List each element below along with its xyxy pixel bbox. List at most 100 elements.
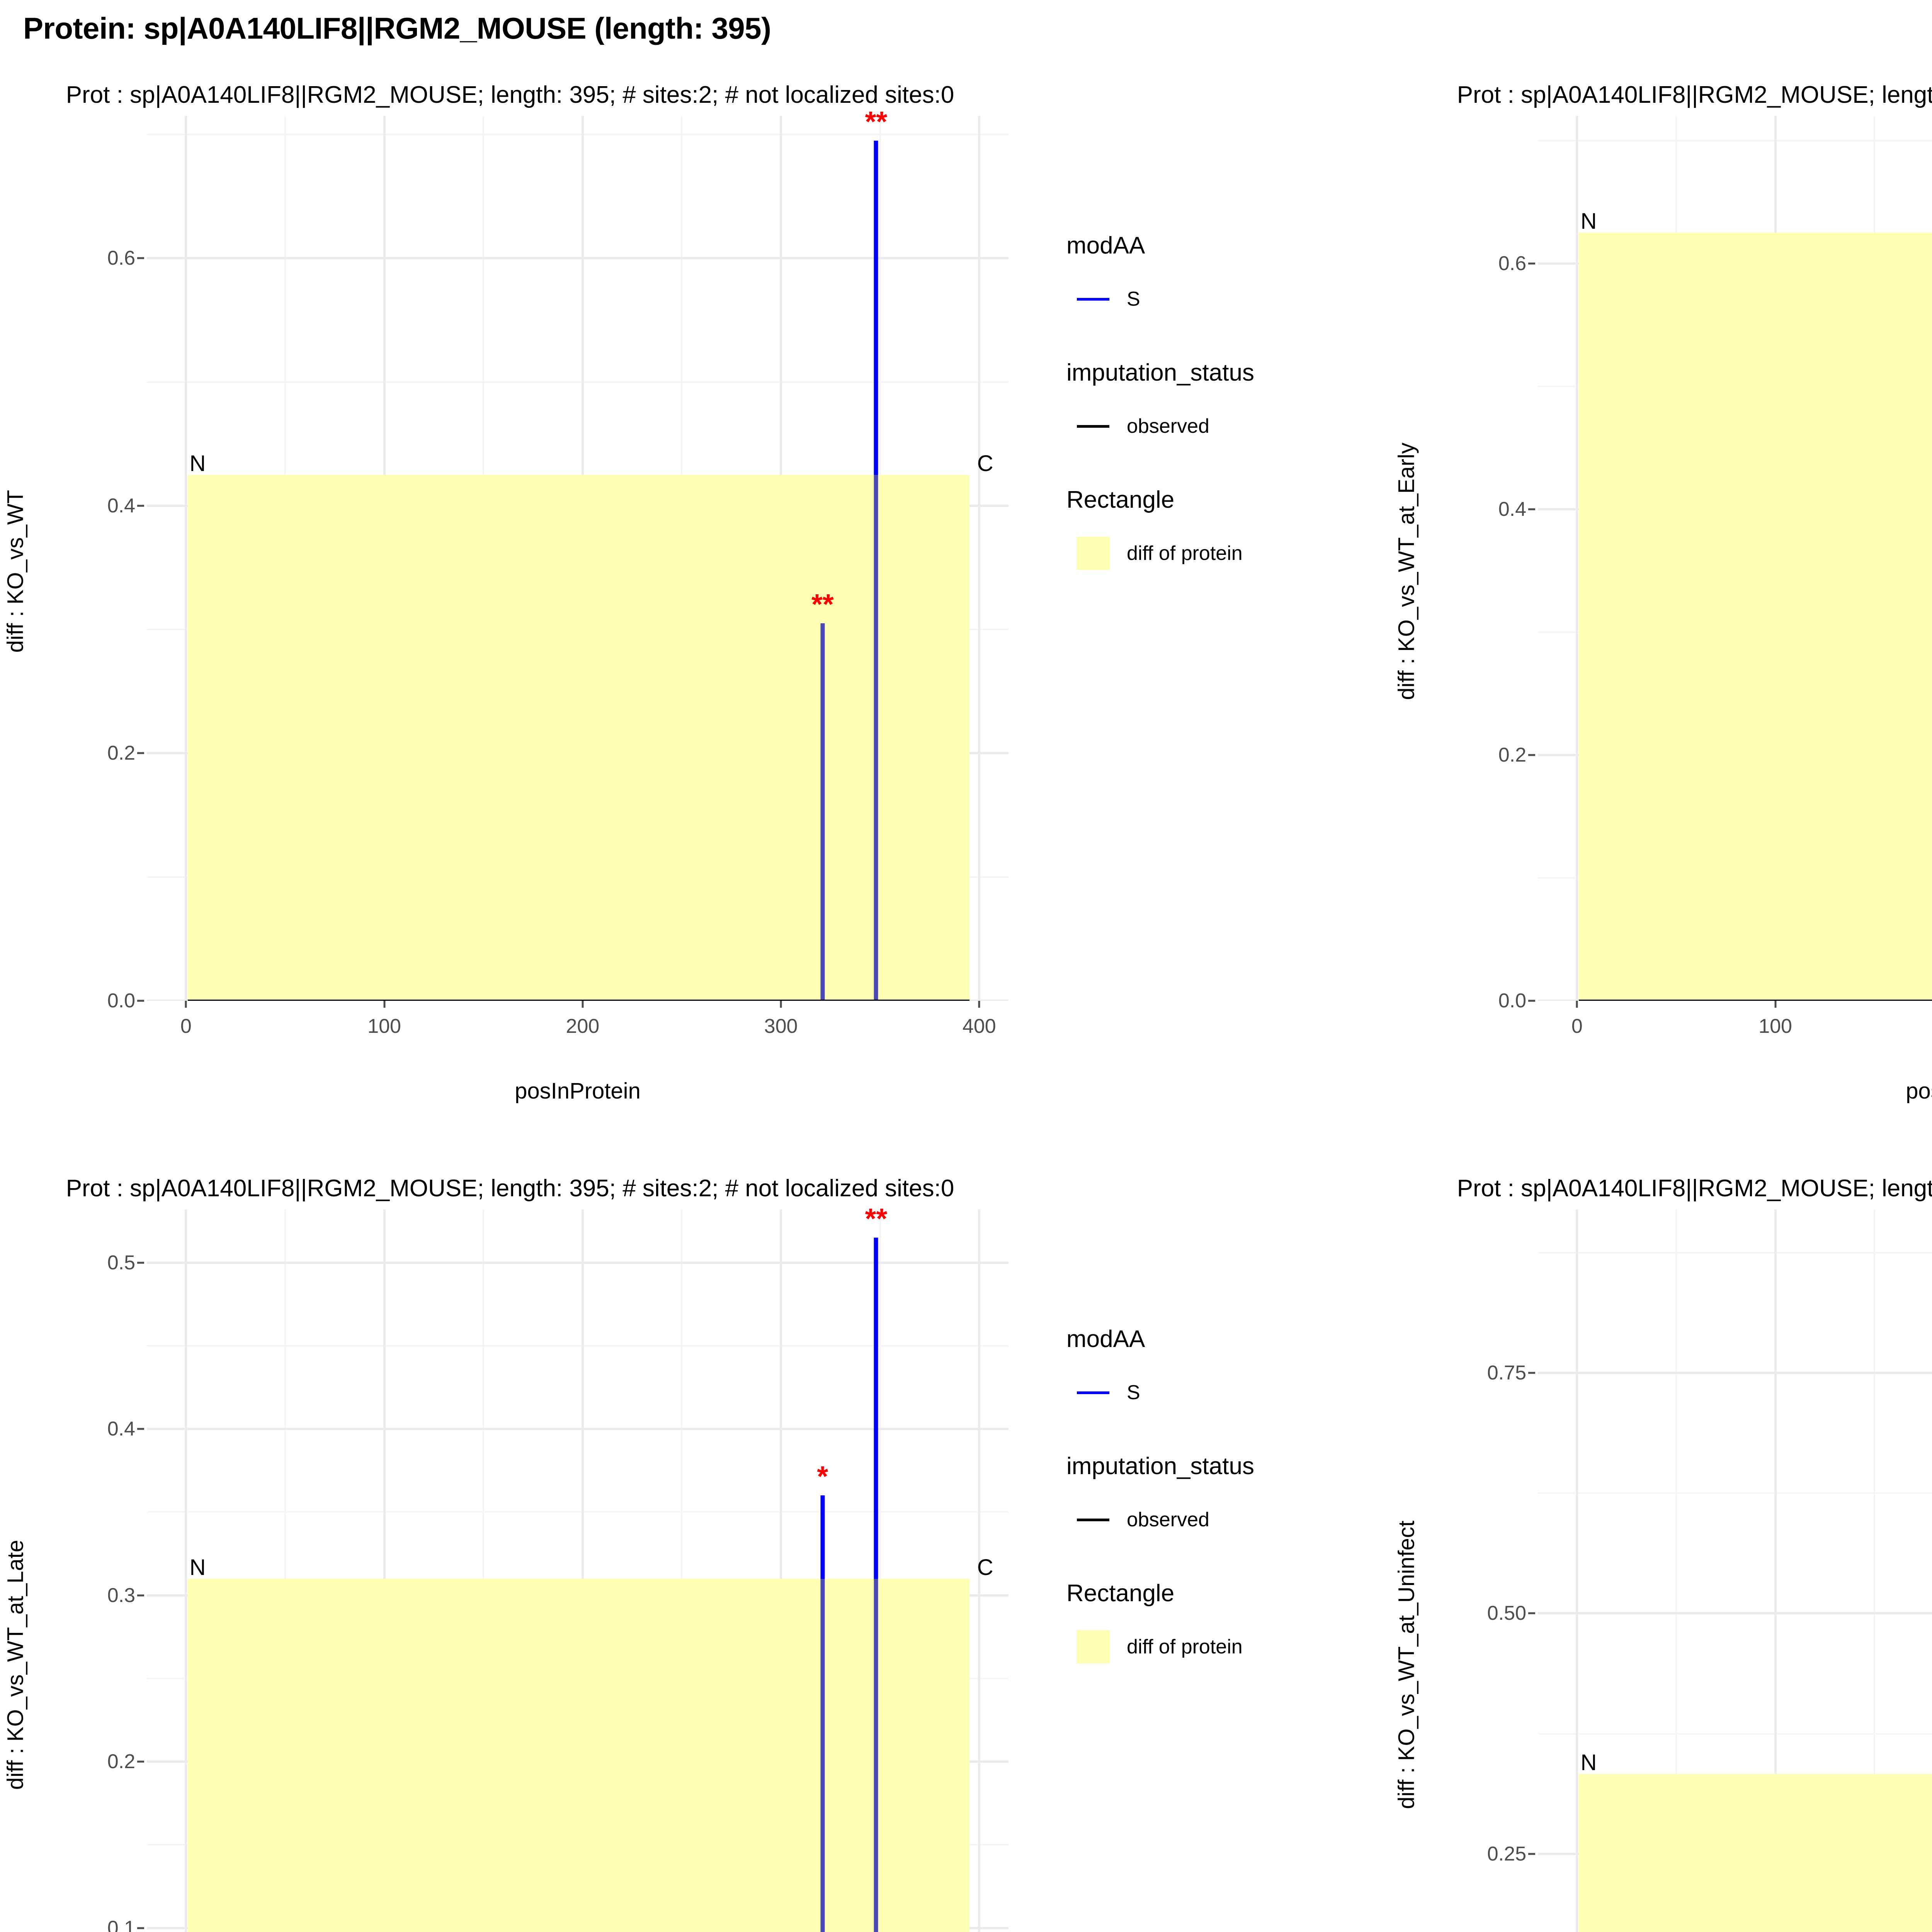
legend-item[interactable]: S	[1070, 1370, 1376, 1415]
mod-site-spike	[874, 474, 878, 1001]
gridline-major-vertical	[1576, 1209, 1578, 1932]
diff-of-protein-rect	[1579, 233, 1932, 1001]
legend-swatch-icon	[1077, 1630, 1110, 1663]
gridline-minor-horizontal	[1538, 1252, 1932, 1253]
gridline-major-vertical	[185, 116, 187, 1001]
terminus-label-c: C	[977, 1554, 993, 1580]
legend-swatch-icon	[1077, 537, 1110, 570]
legend-item-label: diff of protein	[1127, 1636, 1243, 1658]
y-tick-label: 0.25	[1487, 1842, 1526, 1865]
legend-item[interactable]: observed	[1070, 403, 1376, 449]
y-axis-title: diff : KO_vs_WT_at_Early	[1394, 442, 1419, 700]
gridline-major-horizontal	[147, 257, 1009, 260]
legend-item[interactable]: diff of protein	[1070, 1624, 1376, 1670]
y-axis-ticks: 0.0 0.2 0.4 0.6	[62, 116, 135, 1012]
plot-inner	[147, 116, 1009, 1001]
legend-group: modAA S	[1066, 232, 1376, 322]
mod-site-spike	[820, 1495, 825, 1579]
x-tick-mark	[1774, 1001, 1777, 1008]
legend-item-label: S	[1127, 1381, 1140, 1404]
y-axis-ticks: 0.0 0.2 0.4 0.6	[1453, 116, 1526, 1012]
y-tick-mark	[137, 1428, 144, 1430]
facet-subtitle: Prot : sp|A0A140LIF8||RGM2_MOUSE; length…	[1457, 1175, 1932, 1202]
x-tick-label: 200	[566, 1015, 600, 1037]
y-axis-ticks: 0.000.250.500.75	[1453, 1209, 1526, 1932]
y-axis-title: diff : KO_vs_WT_at_Uninfect	[1394, 1520, 1419, 1809]
x-tick-mark	[383, 1001, 386, 1008]
legend-key	[1070, 1370, 1116, 1415]
plot-area: **NC	[1538, 1209, 1932, 1932]
y-tick-mark	[1528, 262, 1535, 265]
y-tick-label: 0.6	[107, 247, 135, 270]
facet-subtitle: Prot : sp|A0A140LIF8||RGM2_MOUSE; length…	[1457, 82, 1932, 108]
gridline-minor-horizontal	[147, 134, 1009, 136]
legend-key	[1070, 403, 1116, 449]
x-tick-mark	[1576, 1001, 1578, 1008]
legend-group-title: modAA	[1066, 1326, 1145, 1352]
legend-key	[1070, 1497, 1116, 1543]
plot-area: ***NC	[1538, 116, 1932, 1001]
gridline-minor-vertical	[284, 1209, 286, 1932]
terminus-label-n: N	[1580, 1750, 1597, 1776]
x-tick-label: 0	[180, 1015, 192, 1037]
legend-item-label: observed	[1127, 1509, 1209, 1531]
significance-star: *	[817, 1460, 828, 1493]
mod-site-spike	[820, 623, 825, 1001]
y-tick-label: 0.5	[107, 1251, 135, 1274]
legend-item[interactable]: diff of protein	[1070, 531, 1376, 576]
gridline-minor-horizontal	[1538, 139, 1932, 141]
gridline-major-vertical	[383, 1209, 386, 1932]
y-tick-label: 0.0	[1498, 990, 1526, 1012]
x-tick-label: 300	[764, 1015, 798, 1037]
y-tick-mark	[1528, 1612, 1535, 1614]
legend-key	[1070, 1624, 1116, 1670]
gridline-minor-vertical	[1675, 1209, 1677, 1932]
legend-group: Rectangle diff of protein	[1066, 1580, 1376, 1670]
significance-star: **	[811, 588, 834, 621]
facet-panel-ko-vs-wt-uninfect: Prot : sp|A0A140LIF8||RGM2_MOUSE; length…	[1391, 1163, 1932, 1932]
plot-area: ** ** N C	[147, 107, 1009, 1001]
y-tick-mark	[137, 1594, 144, 1597]
y-axis-title: diff : KO_vs_WT	[3, 490, 28, 653]
legend-item-label: observed	[1127, 415, 1209, 437]
legend-item[interactable]: S	[1070, 276, 1376, 322]
y-tick-label: 0.2	[1498, 743, 1526, 766]
x-tick-label: 0	[1571, 1015, 1583, 1037]
plot-inner	[1538, 1209, 1932, 1932]
y-tick-mark	[137, 1927, 144, 1929]
x-tick-mark	[582, 1001, 584, 1008]
legend-group-title: Rectangle	[1066, 1580, 1175, 1607]
legend-group: imputation_status observed	[1066, 1452, 1376, 1543]
gridline-minor-horizontal	[1538, 1492, 1932, 1494]
y-tick-label: 0.0	[107, 990, 135, 1012]
terminus-label-c: C	[977, 451, 993, 476]
terminus-label-n: N	[1580, 209, 1597, 234]
gridline-major-vertical	[185, 1209, 187, 1932]
legend-line-icon	[1077, 425, 1109, 428]
y-tick-label: 0.4	[107, 1418, 135, 1440]
mod-site-spike	[874, 141, 878, 475]
significance-star: **	[865, 105, 888, 138]
legend-group: modAA S	[1066, 1325, 1376, 1415]
gridline-minor-horizontal	[147, 1345, 1009, 1347]
y-tick-mark	[1528, 1853, 1535, 1855]
legend-item[interactable]: observed	[1070, 1497, 1376, 1543]
y-tick-label: 0.1	[107, 1917, 135, 1932]
y-tick-label: 0.3	[107, 1584, 135, 1607]
facet-panel-ko-vs-wt-early: Prot : sp|A0A140LIF8||RGM2_MOUSE; length…	[1391, 70, 1932, 1182]
legend-line-icon	[1077, 1518, 1109, 1521]
gridline-minor-vertical	[879, 1209, 881, 1932]
observed-baseline	[1579, 1000, 1932, 1001]
legend-line-icon	[1077, 298, 1109, 301]
y-tick-label: 0.50	[1487, 1602, 1526, 1625]
gridline-major-vertical	[780, 1209, 782, 1932]
diff-of-protein-rect	[188, 474, 969, 1001]
gridline-major-vertical	[978, 1209, 981, 1932]
legend-line-icon	[1077, 1391, 1109, 1394]
x-tick-label: 100	[1759, 1015, 1792, 1037]
gridline-major-horizontal	[1538, 1372, 1932, 1374]
y-tick-mark	[137, 1760, 144, 1763]
mod-site-spike	[874, 1238, 878, 1579]
y-axis-title: diff : KO_vs_WT_at_Late	[3, 1540, 28, 1790]
